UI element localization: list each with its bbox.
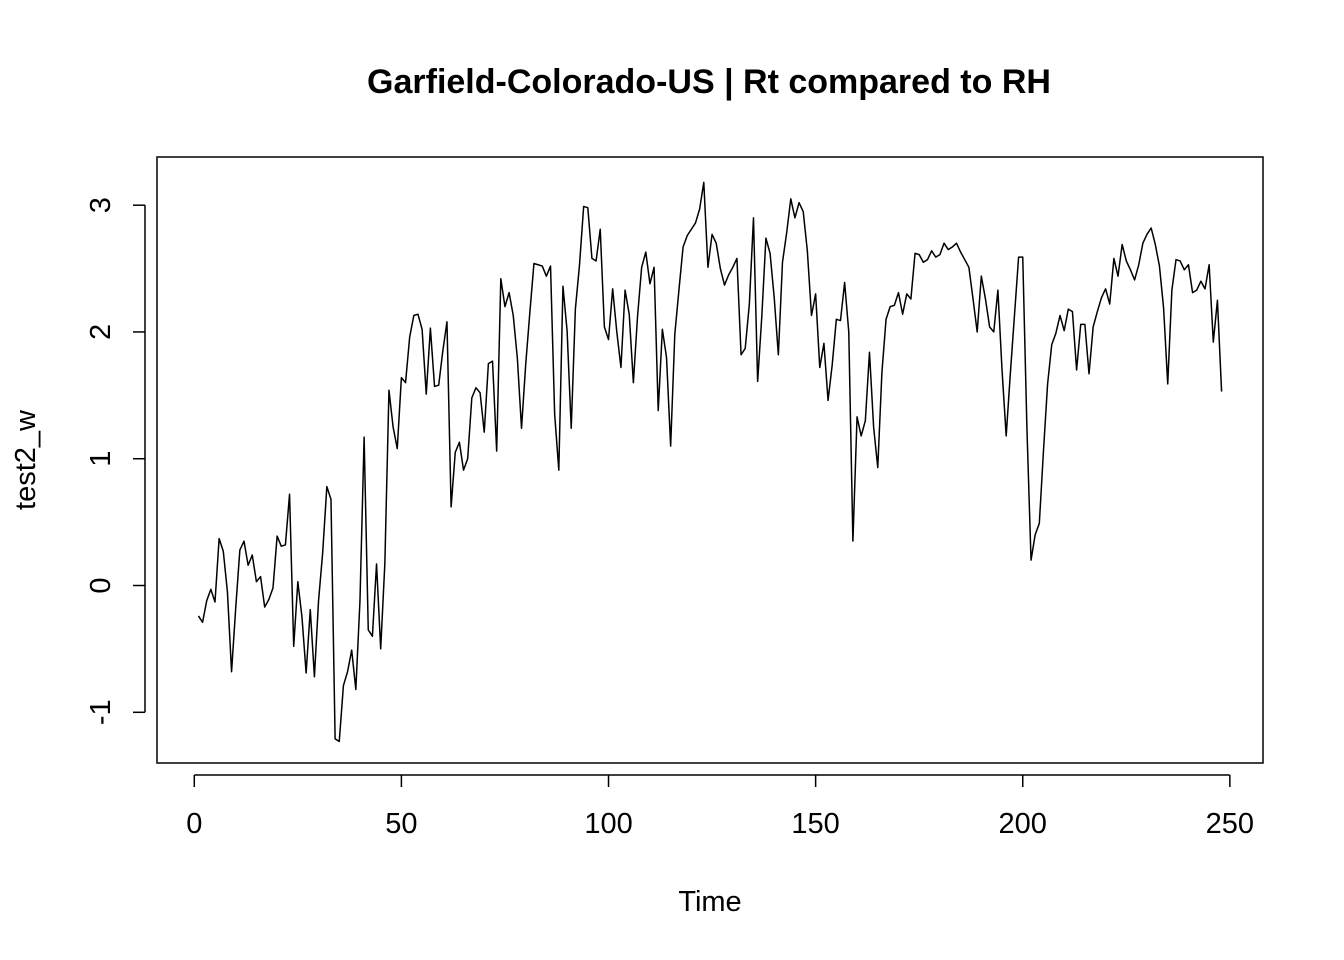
x-axis: 0 50 100 150 200 250 <box>186 774 1254 840</box>
x-tick-label: 150 <box>791 808 839 840</box>
y-tick-label: 0 <box>85 577 117 593</box>
y-tick-label: 2 <box>85 324 117 340</box>
y-axis-label: test2_w <box>10 409 42 510</box>
x-tick-label: 200 <box>999 808 1047 840</box>
y-tick-label: 3 <box>85 197 117 213</box>
y-tick-label: -1 <box>85 699 117 725</box>
x-tick-label: 100 <box>584 808 632 840</box>
plot-frame <box>156 156 1264 764</box>
x-tick-label: 0 <box>186 808 202 840</box>
series-line-test2-w <box>197 181 1223 743</box>
chart-title: Garfield-Colorado-US | Rt compared to RH <box>367 63 1051 101</box>
x-tick-label: 250 <box>1206 808 1254 840</box>
x-tick-label: 50 <box>385 808 417 840</box>
x-axis-label: Time <box>678 886 741 918</box>
y-tick-label: 1 <box>85 451 117 467</box>
y-axis: -1 0 1 2 3 <box>85 197 146 725</box>
